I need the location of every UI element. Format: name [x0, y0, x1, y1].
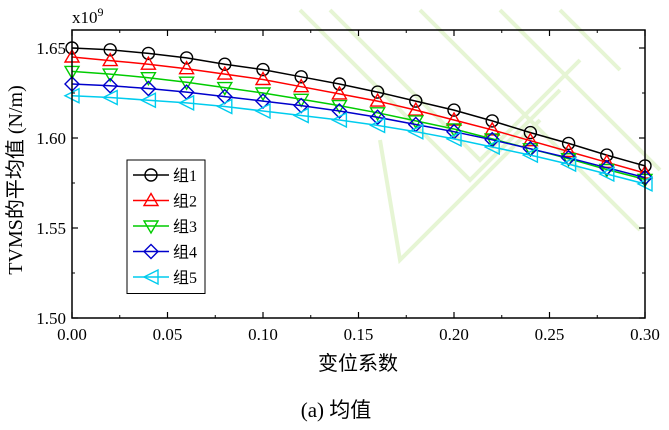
watermark: [298, 8, 662, 265]
x-tick-label: 0.00: [57, 325, 87, 344]
data-point: [522, 132, 539, 147]
data-point: [445, 130, 462, 148]
y-tick-label: 1.60: [36, 129, 66, 148]
data-point: [216, 98, 233, 115]
data-point: [103, 43, 117, 57]
data-point: [140, 71, 157, 87]
data-point: [561, 136, 576, 151]
data-point: [407, 101, 425, 116]
data-point: [216, 81, 234, 96]
data-point: [292, 78, 310, 93]
data-point: [179, 51, 194, 65]
legend-label: 组3: [173, 218, 197, 236]
legend-marker: [142, 192, 160, 207]
legend-marker: [143, 243, 159, 260]
data-point: [101, 89, 118, 106]
y-tick-label: 1.65: [36, 39, 66, 58]
data-point: [101, 68, 119, 83]
x-tick-label: 0.25: [535, 325, 565, 344]
data-point: [294, 70, 308, 84]
data-point: [178, 76, 195, 91]
data-point: [407, 123, 424, 140]
data-point: [292, 93, 310, 108]
legend-item-1: 组1: [133, 167, 197, 185]
data-point: [370, 85, 385, 99]
series-1: [65, 41, 652, 173]
plot-area: [63, 41, 654, 193]
exponent-power: 9: [98, 5, 104, 19]
data-point: [560, 143, 577, 158]
x-tick-label: 0.10: [248, 325, 278, 344]
data-point: [483, 138, 500, 156]
data-point: [102, 77, 119, 94]
data-point: [331, 85, 348, 100]
data-point: [292, 107, 309, 124]
data-point: [483, 121, 501, 136]
data-point: [332, 77, 347, 91]
legend-item-3: 组3: [133, 218, 197, 236]
series-line: [71, 94, 646, 185]
x-tick-label: 0.30: [630, 325, 660, 344]
legend-item-4: 组4: [133, 244, 197, 262]
exponent-base: x10: [72, 8, 98, 27]
data-point: [560, 152, 577, 168]
data-point: [139, 92, 157, 109]
figure-caption: (a) 均值: [301, 398, 372, 422]
data-point: [560, 155, 577, 173]
series-line: [71, 56, 646, 174]
legend-item-5: 组5: [133, 268, 197, 287]
data-point: [369, 117, 386, 134]
data-point: [141, 46, 156, 61]
data-point: [140, 80, 157, 97]
data-point: [254, 87, 272, 102]
data-point: [254, 102, 271, 120]
legend-label: 组2: [173, 193, 197, 211]
data-point: [140, 55, 157, 70]
exponent-label: x109: [72, 5, 104, 27]
data-point: [369, 92, 386, 107]
series-5: [63, 87, 653, 193]
data-point: [523, 125, 538, 140]
data-point: [409, 94, 423, 108]
legend-item-2: 组2: [133, 192, 197, 211]
data-point: [256, 62, 270, 77]
data-point: [330, 111, 348, 129]
legend-marker: [142, 220, 160, 235]
data-point: [218, 57, 232, 71]
series-line: [71, 83, 646, 179]
legend-label: 组1: [173, 167, 197, 185]
data-point: [331, 103, 348, 119]
x-tick-label: 0.05: [153, 325, 183, 344]
y-tick-label: 1.50: [36, 309, 66, 328]
data-point: [254, 71, 272, 86]
y-axis-title: TVMS的平均值 (N/m): [4, 85, 27, 274]
legend: 组1 组2 组3 组4 组5: [126, 159, 206, 294]
legend-label: 组5: [173, 269, 197, 287]
data-point: [447, 103, 461, 117]
data-point: [598, 165, 615, 183]
legend-marker: [142, 268, 159, 286]
legend-label: 组4: [173, 244, 197, 262]
series-line: [71, 47, 646, 167]
data-point: [216, 65, 234, 80]
legend-marker: [144, 168, 158, 182]
data-point: [101, 52, 119, 67]
data-point: [369, 109, 386, 126]
x-tick-label: 0.20: [439, 325, 469, 344]
y-tick-label: 1.55: [36, 219, 66, 238]
data-point: [178, 60, 195, 75]
x-tick-label: 0.15: [344, 325, 374, 344]
axes: 0.00 0.05 0.10 0.15 0.20 0.25 0.30 1.50 1.55 1.60…: [36, 29, 660, 344]
x-axis-title: 变位系数: [318, 352, 398, 375]
data-point: [521, 146, 539, 164]
data-point: [485, 114, 499, 128]
data-point: [178, 94, 195, 112]
